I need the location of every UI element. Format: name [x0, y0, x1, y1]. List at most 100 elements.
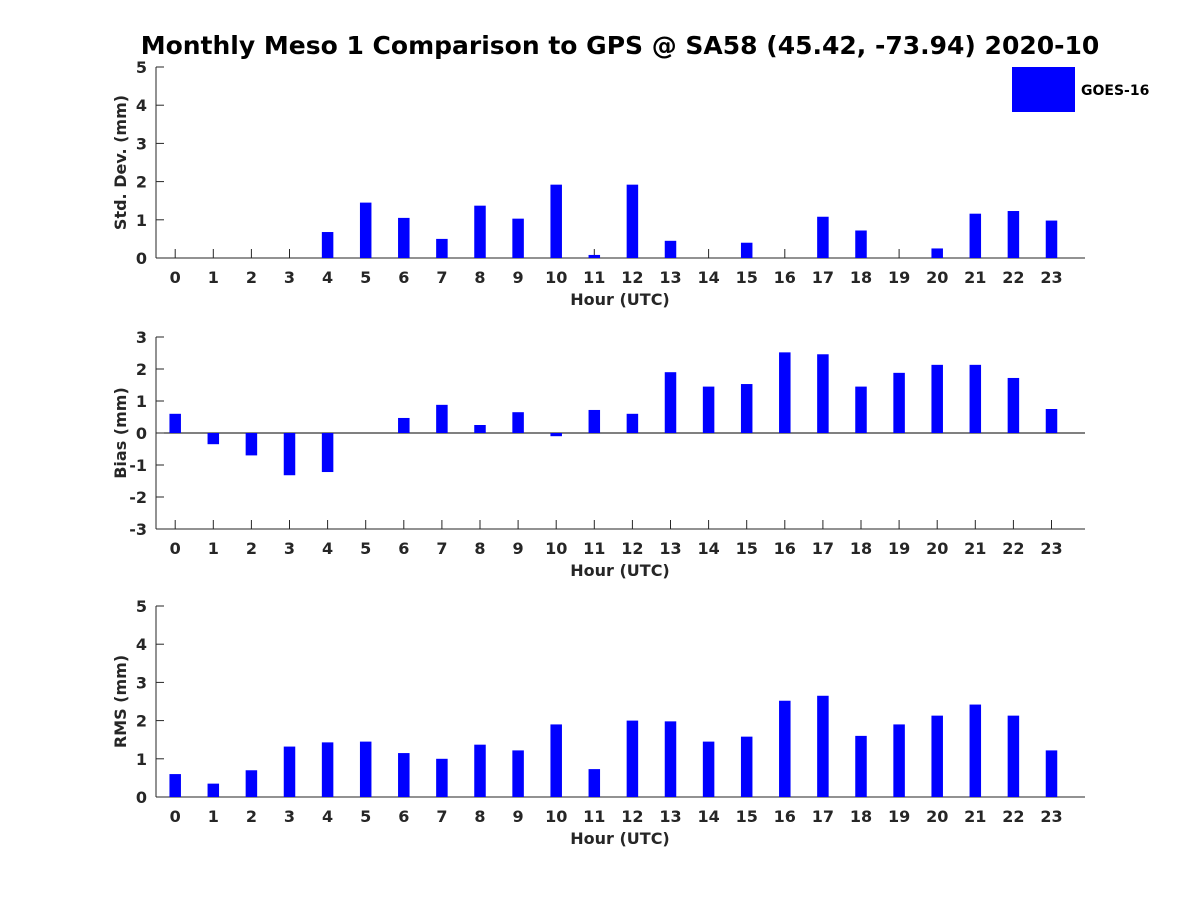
- rms-bar: [398, 753, 410, 797]
- bias-x-tick-label: 16: [774, 539, 796, 558]
- std-dev-bar: [1007, 211, 1020, 258]
- bias-x-tick-label: 4: [322, 539, 333, 558]
- rms-x-tick-label: 16: [774, 807, 796, 826]
- bias-x-tick-label: 17: [812, 539, 834, 558]
- std-dev-bar: [436, 238, 448, 258]
- rms-bar: [626, 720, 639, 797]
- std-dev-x-tick-label: 4: [322, 268, 333, 287]
- rms-x-tick-label: 4: [322, 807, 333, 826]
- std-dev-x-tick-label: 16: [774, 268, 796, 287]
- bias-x-tick-label: 9: [513, 539, 524, 558]
- bias-bar: [664, 372, 677, 433]
- bias-bar: [817, 354, 829, 433]
- bias-y-tick-label: -1: [129, 456, 147, 475]
- std-dev-x-tick-label: 21: [964, 268, 986, 287]
- bias-bar: [931, 364, 943, 433]
- std-dev-x-tick-label: 10: [545, 268, 567, 287]
- rms-y-tick-label: 1: [136, 750, 147, 769]
- rms-bar: [855, 735, 867, 797]
- std-dev-x-tick-label: 22: [1002, 268, 1024, 287]
- bias-bar: [626, 413, 639, 433]
- bias-bar: [702, 386, 715, 433]
- bias-bar: [436, 404, 448, 433]
- bias-bar: [512, 412, 524, 433]
- std-dev-bar: [474, 205, 486, 258]
- std-dev-bar: [588, 254, 601, 258]
- bias-x-tick-label: 18: [850, 539, 872, 558]
- bias-x-tick-label: 1: [208, 539, 219, 558]
- rms-x-tick-label: 19: [888, 807, 910, 826]
- bias-x-tick-label: 23: [1040, 539, 1062, 558]
- rms-y-axis-label: RMS (mm): [111, 655, 130, 748]
- bias-y-tick-label: 0: [136, 424, 147, 443]
- rms-y-tick-label: 3: [136, 673, 147, 692]
- std-dev-bar: [855, 230, 867, 258]
- bias-bar: [398, 417, 410, 433]
- std-dev-x-tick-label: 0: [170, 268, 181, 287]
- rms-x-tick-label: 23: [1040, 807, 1062, 826]
- rms-bar: [893, 724, 905, 797]
- rms-bar: [969, 704, 982, 797]
- std-dev-x-tick-label: 20: [926, 268, 948, 287]
- bias-bar: [1045, 409, 1058, 433]
- rms-bar: [207, 783, 220, 797]
- rms-bar: [1045, 750, 1058, 797]
- rms-x-tick-label: 2: [246, 807, 257, 826]
- rms-x-tick-label: 11: [583, 807, 605, 826]
- bias-y-tick-label: 2: [136, 360, 147, 379]
- std-dev-bar: [969, 213, 982, 258]
- std-dev-x-tick-label: 19: [888, 268, 910, 287]
- rms-x-tick-label: 21: [964, 807, 986, 826]
- std-dev-x-tick-label: 11: [583, 268, 605, 287]
- legend: GOES-16: [1012, 67, 1149, 112]
- rms-bar: [512, 750, 524, 797]
- std-dev-bar: [512, 218, 524, 258]
- rms-x-tick-label: 5: [360, 807, 371, 826]
- bias-x-tick-label: 2: [246, 539, 257, 558]
- std-dev-x-tick-label: 18: [850, 268, 872, 287]
- rms-bar: [588, 769, 601, 797]
- std-dev-y-tick-label: 3: [136, 134, 147, 153]
- rms-bar: [664, 721, 677, 797]
- rms-bar: [817, 695, 829, 797]
- bias-x-tick-label: 8: [474, 539, 485, 558]
- bias-y-axis-label: Bias (mm): [111, 387, 130, 479]
- rms-x-tick-label: 20: [926, 807, 948, 826]
- bias-bar: [855, 386, 867, 433]
- bias-y-tick-label: -2: [129, 488, 147, 507]
- rms-x-tick-label: 22: [1002, 807, 1024, 826]
- std-dev-x-tick-label: 15: [736, 268, 758, 287]
- rms-x-tick-label: 13: [659, 807, 681, 826]
- bias-bar: [169, 413, 181, 433]
- bias-y-tick-label: -3: [129, 520, 147, 539]
- bias-y-tick-label: 1: [136, 392, 147, 411]
- std-dev-y-axis-label: Std. Dev. (mm): [111, 95, 130, 230]
- std-dev-x-tick-label: 12: [621, 268, 643, 287]
- bias-x-tick-label: 19: [888, 539, 910, 558]
- std-dev-bar: [359, 202, 372, 258]
- rms-y-tick-label: 0: [136, 788, 147, 807]
- std-dev-y-tick-label: 1: [136, 211, 147, 230]
- rms-x-tick-label: 14: [697, 807, 719, 826]
- bias-x-tick-label: 11: [583, 539, 605, 558]
- bias-x-tick-label: 0: [170, 539, 181, 558]
- bias-bar: [207, 433, 220, 445]
- std-dev-bar: [550, 184, 562, 258]
- bias-x-tick-label: 14: [697, 539, 719, 558]
- rms-bar: [702, 741, 715, 797]
- bias-x-tick-label: 20: [926, 539, 948, 558]
- bias-x-axis-label: Hour (UTC): [570, 561, 670, 580]
- bias-y-tick-label: 3: [136, 328, 147, 347]
- legend-swatch: [1012, 67, 1075, 112]
- rms-bar: [779, 700, 791, 797]
- rms-bar: [169, 774, 181, 797]
- rms-x-tick-label: 0: [170, 807, 181, 826]
- rms-x-tick-label: 8: [474, 807, 485, 826]
- rms-x-tick-label: 12: [621, 807, 643, 826]
- bias-bar: [283, 433, 296, 476]
- bias-bar: [1007, 377, 1020, 433]
- rms-bar: [359, 741, 372, 797]
- rms-x-tick-label: 7: [436, 807, 447, 826]
- rms-bar: [283, 746, 296, 797]
